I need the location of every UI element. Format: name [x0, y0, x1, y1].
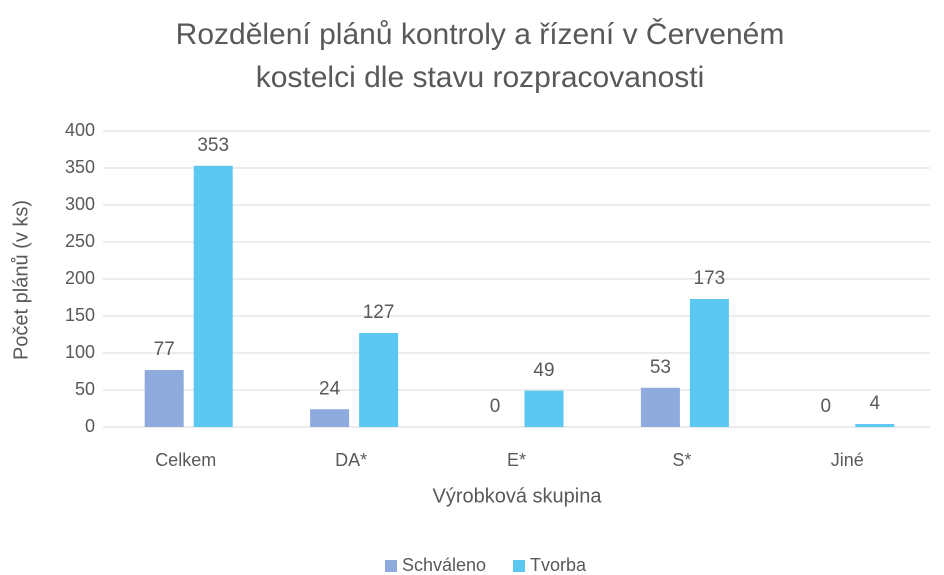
data-label: 173: [694, 268, 726, 289]
bar: [310, 409, 350, 427]
x-tick-label: S*: [672, 450, 691, 470]
y-tick-label: 250: [65, 231, 95, 251]
data-label: 0: [821, 396, 832, 417]
y-tick-label: 0: [85, 416, 95, 436]
data-label: 49: [533, 360, 554, 381]
data-label: 127: [363, 302, 395, 323]
y-tick-label: 350: [65, 157, 95, 177]
bar: [193, 165, 233, 427]
legend-label: Schváleno: [402, 555, 486, 575]
legend-swatch: [385, 560, 397, 572]
y-tick-label: 200: [65, 268, 95, 288]
y-tick-label: 100: [65, 342, 95, 362]
data-label: 53: [650, 357, 671, 378]
y-tick-label: 300: [65, 194, 95, 214]
chart-title: kostelci dle stavu rozpracovanosti: [256, 61, 705, 94]
data-label: 0: [490, 396, 501, 417]
x-tick-label: Celkem: [155, 450, 216, 470]
bar: [359, 333, 399, 427]
x-tick-label: Jiné: [831, 450, 864, 470]
bar: [524, 390, 564, 427]
data-label: 353: [197, 135, 229, 156]
y-axis-label: Počet plánů (v ks): [10, 200, 32, 360]
legend-label: Tvorba: [530, 555, 587, 575]
data-label: 24: [319, 378, 341, 399]
y-tick-label: 50: [75, 379, 95, 399]
bar: [855, 424, 895, 427]
x-tick-label: E*: [507, 450, 526, 470]
bar: [640, 387, 680, 427]
x-tick-label: DA*: [335, 450, 367, 470]
data-label: 77: [154, 339, 175, 360]
chart-title: Rozdělení plánů kontroly a řízení v Červ…: [176, 17, 785, 51]
x-axis-label: Výrobková skupina: [433, 485, 603, 507]
bar: [689, 298, 729, 427]
y-tick-label: 400: [65, 120, 95, 140]
bar: [144, 370, 184, 427]
legend-swatch: [513, 560, 525, 572]
data-label: 4: [870, 393, 881, 414]
y-tick-label: 150: [65, 305, 95, 325]
